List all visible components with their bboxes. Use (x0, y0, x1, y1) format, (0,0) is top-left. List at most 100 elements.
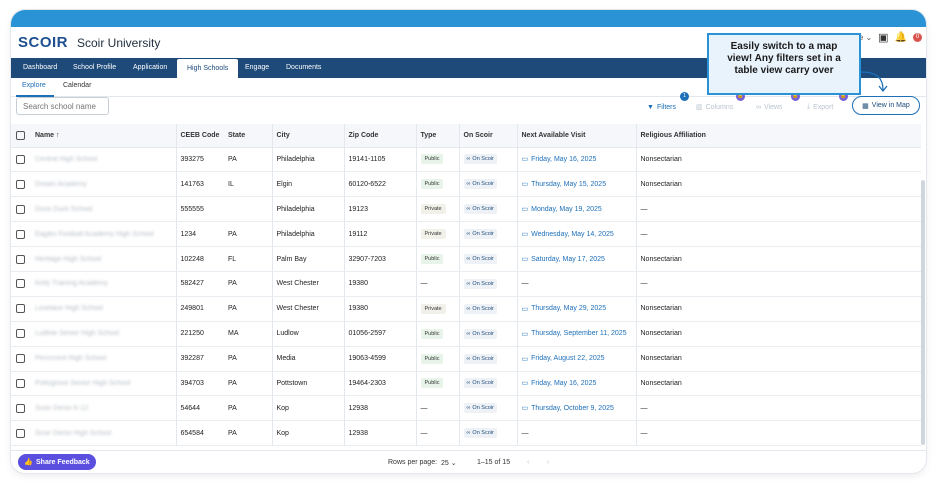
select-all-checkbox[interactable] (16, 130, 25, 140)
state-cell: PA (224, 147, 273, 173)
bell-icon[interactable]: 🔔 (894, 32, 907, 43)
header-type[interactable]: Type (416, 124, 460, 148)
header-state[interactable]: State (224, 124, 273, 148)
type-pill: Public (420, 254, 444, 264)
row-checkbox[interactable] (16, 204, 25, 214)
search-input[interactable] (16, 97, 109, 115)
tab-calendar[interactable]: Calendar (63, 82, 92, 89)
arrow-icon (860, 71, 888, 93)
city-cell: Philadelphia (272, 196, 345, 223)
name-cell[interactable]: Ludlow Senior High School (31, 321, 177, 347)
name-cell[interactable]: Scoir Demo High School (31, 420, 177, 447)
row-checkbox[interactable] (16, 229, 25, 239)
table-row[interactable]: Kelly Training Academy 582427 PA West Chest… (11, 271, 921, 297)
row-checkbox[interactable] (16, 428, 25, 438)
table-row[interactable]: Eagles Football Academy High School 1234 P… (11, 221, 921, 248)
table-row[interactable]: Duck Duck School 555555 Philadelphia 19123 P… (11, 196, 921, 223)
on-scoir-label: On Scoir (472, 305, 494, 312)
row-select-cell (11, 296, 31, 322)
table-row[interactable]: Penncrest High School 392287 PA Media 19063-… (11, 346, 921, 372)
name-cell[interactable]: Central High School (31, 147, 177, 173)
row-checkbox[interactable] (16, 403, 25, 413)
link-icon: ∞ (466, 256, 471, 262)
name-cell[interactable]: Duck Duck School (31, 196, 177, 223)
row-checkbox[interactable] (16, 179, 25, 189)
header-name[interactable]: Name ↑ (31, 124, 177, 148)
school-name: Eagles Football Academy High School (35, 230, 154, 238)
header-ceeb[interactable]: CEEB Code (176, 124, 224, 148)
header-religious[interactable]: Religious Affiliation (636, 124, 921, 148)
city-cell: Philadelphia (272, 147, 345, 173)
school-name: Scoir Demo K-12 (35, 404, 89, 412)
chat-icon[interactable]: ▣ (878, 32, 889, 44)
visit-link[interactable]: ▭ Wednesday, May 14, 2025 (522, 230, 614, 239)
tab-engage[interactable]: Engage (245, 64, 270, 71)
header-next-visit[interactable]: Next Available Visit (517, 124, 637, 148)
on-scoir-cell: ∞ On Scoir (459, 196, 518, 223)
visit-link[interactable]: ▭ Thursday, September 11, 2025 (522, 330, 627, 338)
ceeb-cell: 249801 (176, 296, 224, 322)
visit-link[interactable]: ▭ Thursday, May 15, 2025 (522, 180, 607, 189)
visit-link[interactable]: ▭ Thursday, October 9, 2025 (522, 404, 614, 413)
name-cell[interactable]: Eagles Football Academy High School (31, 221, 177, 248)
filters-button[interactable]: ▼ Filters (647, 100, 676, 114)
table-row[interactable]: Pottsgrove Senior High School 394703 PA Pot… (11, 371, 921, 397)
next-page-icon[interactable]: › (547, 459, 550, 466)
visit-link[interactable]: ▭ Saturday, May 17, 2025 (522, 255, 605, 264)
calendar-icon: ▭ (521, 156, 529, 164)
export-button[interactable]: ⤓ Export (807, 100, 833, 114)
visit-link[interactable]: ▭ Friday, August 22, 2025 (522, 355, 605, 363)
row-select-cell (11, 246, 31, 272)
table-row[interactable]: Scoir Demo K-12 54644 PA Kop 12938— ∞ On Scoir… (11, 395, 921, 422)
views-button[interactable]: ∞ Views (756, 100, 783, 114)
view-in-map-button[interactable]: ▦ View in Map (852, 96, 920, 115)
header-city[interactable]: City (272, 124, 345, 148)
columns-button[interactable]: ▥ Columns (696, 100, 733, 114)
visit-cell: ▭ Thursday, May 29, 2025 (517, 296, 637, 322)
name-cell[interactable]: Scoir Demo K-12 (31, 395, 177, 422)
zip-cell: 19380 (344, 296, 417, 322)
header-zip[interactable]: Zip Code (344, 124, 417, 148)
prev-page-icon[interactable]: ‹ (527, 459, 530, 466)
type-pill: Public (420, 179, 444, 190)
table-row[interactable]: Ludlow Senior High School 221250 MA Ludlow 0… (11, 321, 921, 347)
row-select-cell (11, 395, 31, 422)
table-row[interactable]: Central High School 393275 PA Philadelphia 1… (11, 147, 921, 173)
name-cell[interactable]: Kelly Training Academy (31, 271, 177, 297)
name-cell[interactable]: Pottsgrove Senior High School (31, 371, 177, 397)
on-scoir-badge: ∞ On Scoir (463, 303, 497, 314)
row-checkbox[interactable] (16, 354, 25, 364)
row-checkbox[interactable] (16, 378, 25, 388)
row-checkbox[interactable] (16, 154, 25, 164)
tab-dashboard[interactable]: Dashboard (23, 64, 58, 71)
tab-high-schools[interactable]: High Schools (177, 59, 239, 80)
table-row[interactable]: Dream Academy 141763 IL Elgin 60120-6522 Publ… (11, 171, 921, 198)
zip-cell: 12938 (344, 420, 417, 447)
header-on-scoir[interactable]: On Scoir (459, 124, 518, 148)
vertical-scrollbar[interactable] (921, 180, 925, 445)
row-checkbox[interactable] (16, 329, 25, 339)
visit-link[interactable]: ▭ Friday, May 16, 2025 (522, 379, 597, 388)
tab-application[interactable]: Application (133, 64, 168, 71)
name-cell[interactable]: Heritage High School (31, 246, 177, 272)
name-cell[interactable]: Dream Academy (31, 171, 177, 198)
tab-explore[interactable]: Explore (22, 82, 46, 89)
tab-school-profile[interactable]: School Profile (73, 64, 117, 71)
row-checkbox[interactable] (16, 254, 25, 264)
visit-link[interactable]: ▭ Monday, May 19, 2025 (522, 205, 602, 214)
row-checkbox[interactable] (16, 304, 25, 314)
binoculars-icon: ∞ (756, 103, 761, 111)
table-row[interactable]: Lovelace High School 249801 PA West Chester… (11, 296, 921, 322)
row-checkbox[interactable] (16, 279, 25, 289)
name-cell[interactable]: Penncrest High School (31, 346, 177, 372)
name-cell[interactable]: Lovelace High School (31, 296, 177, 322)
share-feedback-button[interactable]: 👍 Share Feedback (18, 454, 96, 470)
state-cell: PA (224, 221, 273, 248)
table-row[interactable]: Heritage High School 102248 FL Palm Bay 3290… (11, 246, 921, 272)
visit-date: Monday, May 19, 2025 (531, 205, 602, 213)
rows-per-page-select[interactable]: 25 ⌄ (441, 459, 457, 467)
table-row[interactable]: Scoir Demo High School 654584 PA Kop 12938— ∞… (11, 420, 921, 447)
visit-link[interactable]: ▭ Friday, May 16, 2025 (521, 155, 597, 164)
tab-documents[interactable]: Documents (286, 64, 322, 71)
visit-link[interactable]: ▭ Thursday, May 29, 2025 (522, 305, 607, 313)
